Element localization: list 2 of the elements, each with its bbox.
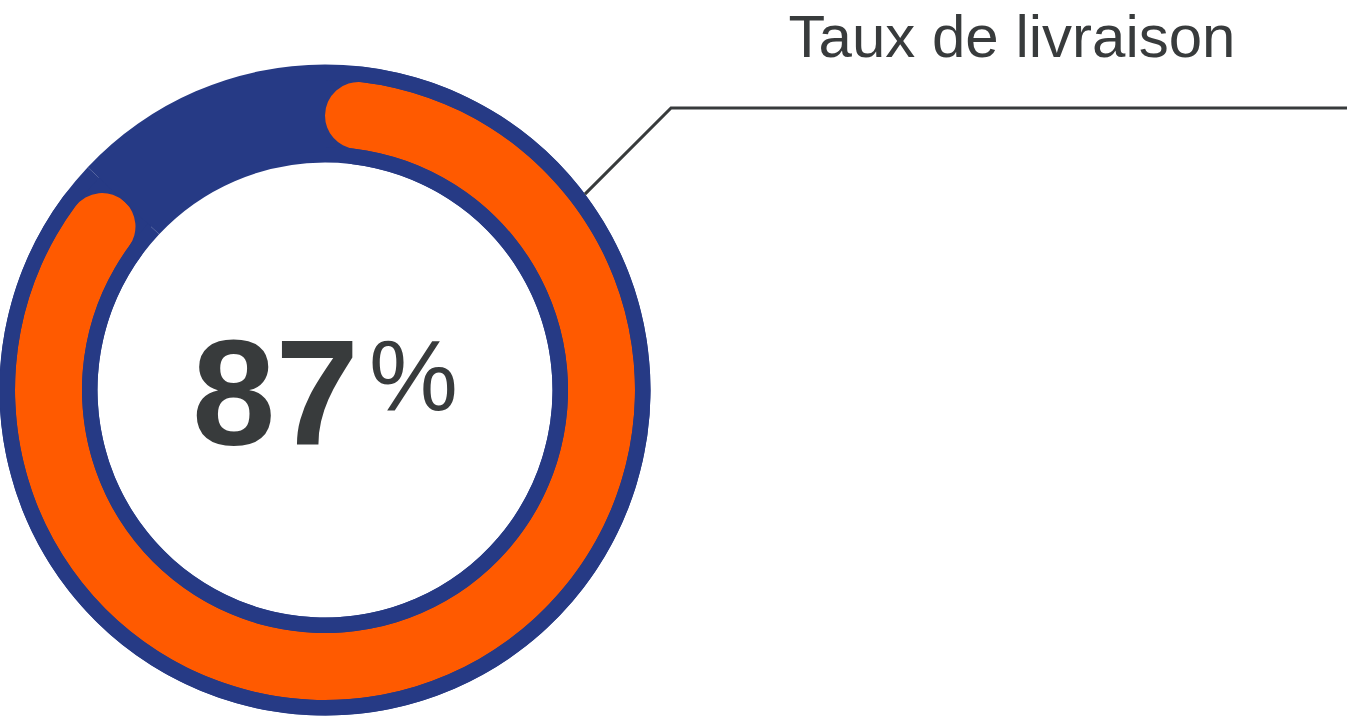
data-label: 87$^{%}$ (192, 309, 458, 477)
text: Taux de livraison (788, 3, 1236, 70)
